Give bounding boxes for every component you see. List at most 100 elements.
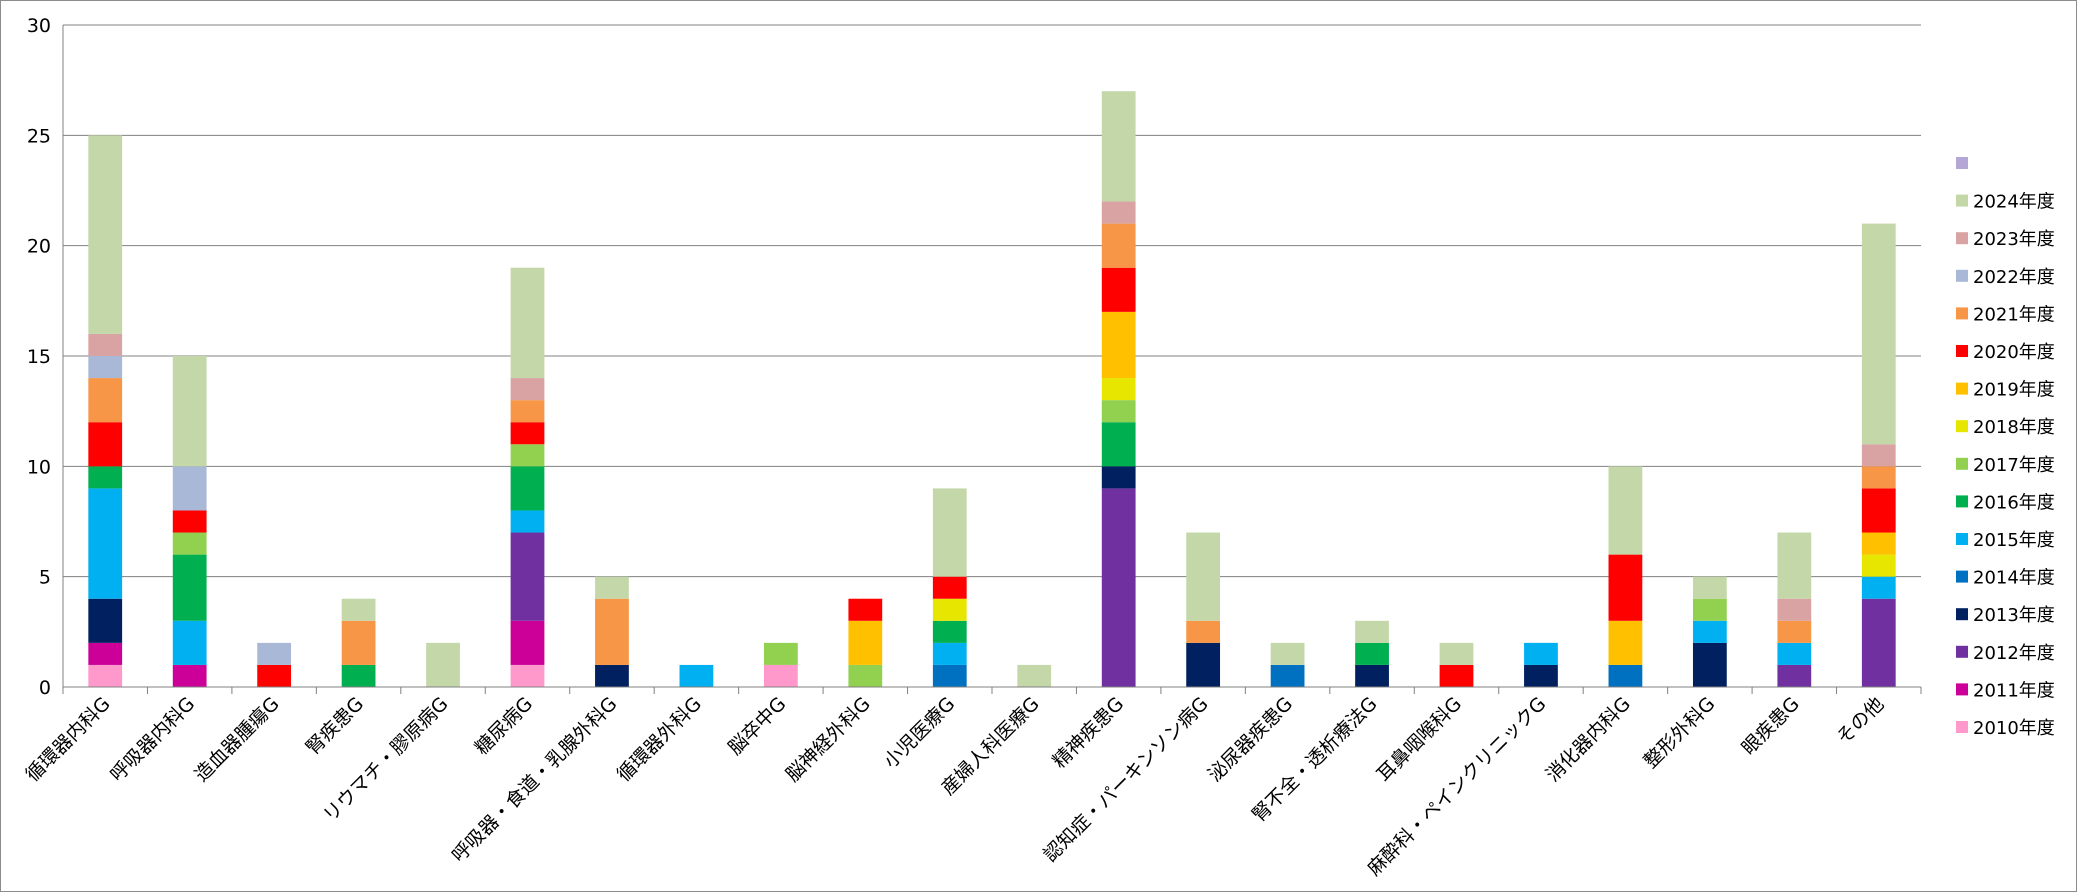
- bar-segment: [88, 488, 123, 599]
- bar-segment: [1101, 378, 1136, 401]
- legend-label: 2011年度: [1973, 680, 2055, 701]
- x-category-label: 呼吸器・食道・乳腺外科G: [448, 693, 622, 867]
- bar-segment: [341, 620, 376, 665]
- bar-segment: [1608, 620, 1643, 665]
- legend-label: 2013年度: [1973, 605, 2055, 626]
- x-category-label: 脳卒中G: [724, 693, 790, 759]
- bar-segment: [763, 642, 798, 665]
- bar-segment: [1777, 642, 1812, 665]
- legend-swatch: [1956, 570, 1968, 583]
- bar-segment: [172, 466, 207, 511]
- x-category-label: 脳神経外科G: [782, 693, 875, 786]
- bar-segment: [1692, 642, 1727, 687]
- bar-segment: [172, 532, 207, 555]
- legend-swatch: [1956, 457, 1968, 470]
- bar-segment: [1101, 91, 1136, 202]
- bar-segment: [1355, 664, 1389, 687]
- bar-segment: [1692, 598, 1727, 621]
- bar-segment: [1524, 642, 1558, 665]
- bar-segment: [1777, 532, 1812, 599]
- bar-segment: [510, 400, 545, 423]
- bar-segment: [510, 422, 545, 445]
- legend-swatch: [1956, 495, 1968, 508]
- bar-segment: [1692, 620, 1727, 643]
- x-category-label: 循環器外科G: [613, 693, 706, 786]
- bar-segment: [1101, 311, 1136, 379]
- legend-swatch: [1956, 683, 1968, 696]
- bar-segment: [595, 576, 629, 599]
- legend-swatch: [1956, 721, 1968, 733]
- bar-segment: [1861, 576, 1896, 599]
- bar-segment: [932, 642, 967, 665]
- x-category-label: 糖尿病G: [471, 693, 537, 759]
- y-tick-label: 10: [27, 456, 51, 478]
- bar-segment: [510, 510, 545, 533]
- bar-segment: [510, 267, 545, 379]
- legend-label: 2021年度: [1973, 304, 2055, 325]
- legend-label: 2016年度: [1973, 492, 2055, 513]
- x-category-label: 造血器腫瘍G: [191, 693, 284, 786]
- legend-swatch: [1956, 382, 1968, 395]
- x-category-label: 泌尿器疾患G: [1204, 693, 1297, 786]
- y-tick-label: 15: [27, 346, 51, 368]
- bar-segment: [1608, 466, 1643, 555]
- y-tick-label: 0: [39, 677, 51, 699]
- bar-segment: [88, 598, 123, 643]
- legend-swatch: [1956, 157, 1968, 169]
- bar-segment: [172, 664, 207, 687]
- bar-segment: [1270, 642, 1305, 665]
- bar-segment: [1101, 488, 1136, 687]
- bar-segment: [1186, 620, 1221, 643]
- legend-label: 2023年度: [1973, 229, 2055, 250]
- legend-label: 2022年度: [1973, 267, 2055, 288]
- bar-segment: [1861, 223, 1896, 445]
- bar-segment: [1101, 422, 1136, 467]
- x-category-label: 循環器内科G: [22, 693, 115, 786]
- bar-segment: [932, 664, 967, 687]
- bar-segment: [510, 620, 545, 665]
- bar-segment: [510, 444, 545, 467]
- legend-swatch: [1956, 420, 1968, 433]
- bar-segment: [763, 664, 798, 687]
- bar-segment: [426, 642, 460, 687]
- legend-label: 2012年度: [1973, 643, 2055, 664]
- bar-segment: [1861, 532, 1896, 555]
- legend-label: 2019年度: [1973, 380, 2055, 401]
- x-category-label: 認知症・パーキンソン病G: [1039, 693, 1212, 866]
- bar-segment: [1101, 400, 1136, 423]
- bar-segment: [1861, 488, 1896, 533]
- bar-segment: [1861, 598, 1896, 687]
- legend-label: 2017年度: [1973, 455, 2055, 476]
- bar-segment: [1608, 554, 1643, 621]
- legend-swatch: [1956, 269, 1968, 282]
- x-category-label: その他: [1832, 693, 1888, 749]
- bar-segment: [510, 664, 545, 687]
- bar-segment: [848, 664, 883, 687]
- bar-segment: [1777, 598, 1812, 621]
- bar-segment: [1777, 664, 1812, 687]
- bar-segment: [341, 598, 376, 621]
- bar-segment: [932, 598, 967, 621]
- bar-segment: [1270, 664, 1305, 687]
- x-category-label: 小児医療G: [880, 693, 960, 773]
- bar-segment: [595, 664, 629, 687]
- legend-swatch: [1956, 533, 1968, 545]
- bar-segment: [848, 598, 883, 621]
- bar-segment: [88, 642, 123, 665]
- bar-segment: [257, 642, 292, 665]
- bar-segment: [1608, 664, 1643, 687]
- bar-segment: [1017, 664, 1052, 687]
- y-tick-label: 20: [27, 236, 51, 258]
- bar-segment: [1101, 466, 1136, 489]
- bar-segment: [88, 378, 123, 423]
- x-category-label: 精神疾患G: [1049, 693, 1129, 773]
- y-tick-label: 25: [27, 125, 51, 147]
- legend-swatch: [1956, 608, 1968, 621]
- bar-segment: [510, 466, 545, 511]
- legend-label: 2015年度: [1973, 530, 2055, 551]
- bar-segment: [1355, 620, 1389, 643]
- bar-segment: [1692, 576, 1727, 599]
- bar-segment: [1186, 642, 1221, 687]
- legend-swatch: [1956, 345, 1968, 357]
